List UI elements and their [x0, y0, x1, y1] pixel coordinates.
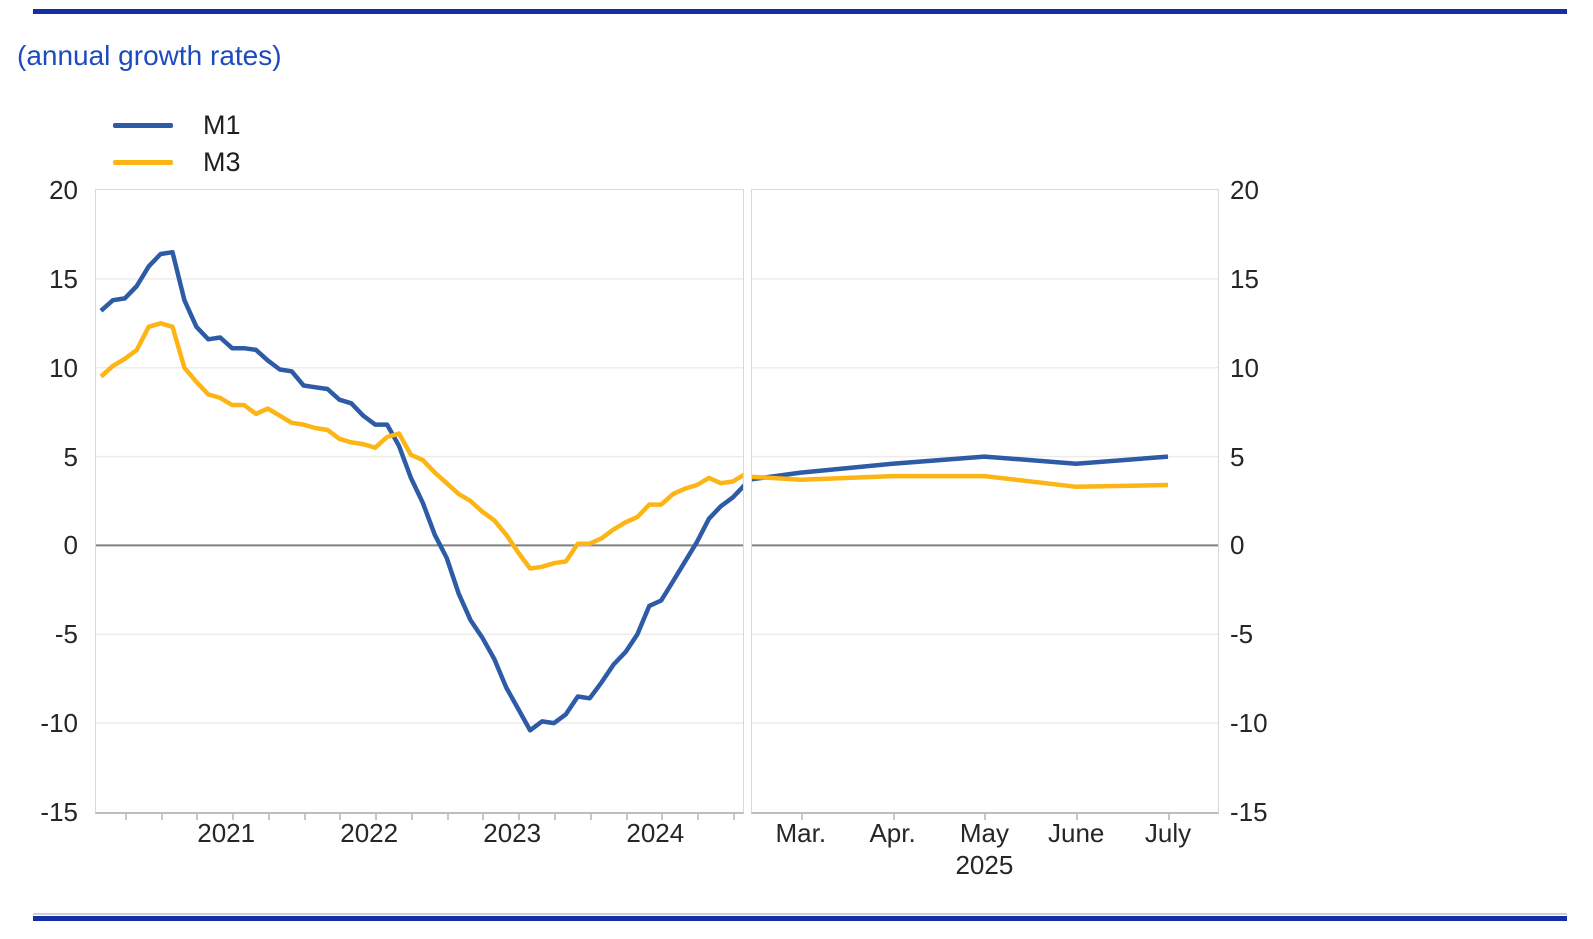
x-tick-Apr — [892, 814, 895, 820]
x-axis-label-2024: 2024 — [626, 818, 685, 848]
y-axis-label-left-0: 0 — [63, 530, 78, 561]
y-axis-label-right--10: -10 — [1230, 708, 1268, 739]
bottom-divider-rule — [33, 916, 1567, 921]
x-tick-2024-01 — [589, 814, 592, 820]
month-label-june: June — [1047, 818, 1105, 848]
chart-legend: M1 M3 — [113, 109, 241, 186]
y-axis-label-right-20: 20 — [1230, 175, 1259, 205]
x-tick-2024-07 — [661, 814, 664, 820]
x-tick-2023-07 — [518, 814, 521, 820]
x-tick-2024-04 — [625, 814, 628, 820]
x-axis-label-2022: 2022 — [340, 818, 399, 848]
y-axis-label-right--5: -5 — [1230, 619, 1254, 650]
x-tick-2022-04 — [339, 814, 342, 820]
y-axis-label-right-5: 5 — [1230, 441, 1245, 472]
y-axis-label-left--10: -10 — [40, 708, 78, 739]
x-tick-2022-10 — [410, 814, 413, 820]
plot-area-recent — [752, 278, 1218, 724]
plot-area-historical — [96, 249, 743, 733]
x-tick-2025-01 — [732, 814, 735, 820]
x-tick-May — [984, 814, 987, 820]
x-tick-2021-10 — [267, 814, 270, 820]
m1-line-left — [99, 249, 743, 733]
x-axis-year-label: 2025 — [955, 850, 1014, 880]
legend-item-m1: M1 — [113, 109, 241, 140]
y-axis-label-right-10: 10 — [1230, 352, 1259, 383]
y-axis-label-right--15: -15 — [1230, 797, 1268, 827]
month-label-mar: Mar. — [775, 818, 827, 848]
legend-item-m3: M3 — [113, 146, 241, 177]
x-axis-label-2021: 2021 — [197, 818, 256, 848]
chart-subtitle: (annual growth rates) — [17, 40, 282, 71]
legend-label-m3: M3 — [203, 146, 241, 177]
m1-line-right — [752, 454, 1169, 482]
y-axis-label-left--5: -5 — [54, 619, 78, 650]
y-axis-label-left-5: 5 — [63, 441, 78, 472]
m3-line-left — [99, 321, 743, 571]
chart-panel-recent-months — [751, 189, 1219, 814]
legend-label-m1: M1 — [203, 109, 241, 140]
top-divider-rule — [33, 9, 1567, 14]
y-axis-label-right-0: 0 — [1230, 530, 1245, 561]
y-axis-label-left-15: 15 — [49, 263, 78, 294]
y-axis-label-left--15: -15 — [40, 797, 78, 827]
x-tick-2022-01 — [303, 814, 306, 820]
x-tick-2022-07 — [375, 814, 378, 820]
month-label-apr: Apr. — [869, 818, 916, 848]
x-tick-2020-10 — [124, 814, 127, 820]
x-axis-label-2023: 2023 — [483, 818, 542, 848]
y-axis-label-left-20: 20 — [49, 175, 78, 205]
chart-panel-historical — [95, 189, 744, 814]
x-tick-June — [1076, 814, 1079, 820]
x-tick-2023-10 — [554, 814, 556, 820]
bottom-gray-rule — [33, 913, 1567, 915]
x-tick-2021-07 — [232, 814, 235, 820]
month-label-may: May — [959, 818, 1009, 848]
m3-line-swatch — [113, 159, 173, 165]
x-tick-2021-04 — [196, 814, 199, 820]
month-label-july: July — [1144, 818, 1192, 848]
x-tick-Mar — [800, 814, 803, 820]
y-axis-label-left-10: 10 — [49, 352, 78, 383]
m3-line-right — [752, 473, 1169, 490]
x-tick-July — [1168, 814, 1170, 820]
x-tick-2024-10 — [697, 814, 699, 820]
x-tick-2023-04 — [482, 814, 485, 820]
x-tick-2021-01 — [160, 814, 163, 820]
m1-line-swatch — [113, 122, 173, 128]
x-tick-2023-01 — [446, 814, 449, 820]
y-axis-label-right-15: 15 — [1230, 263, 1259, 294]
